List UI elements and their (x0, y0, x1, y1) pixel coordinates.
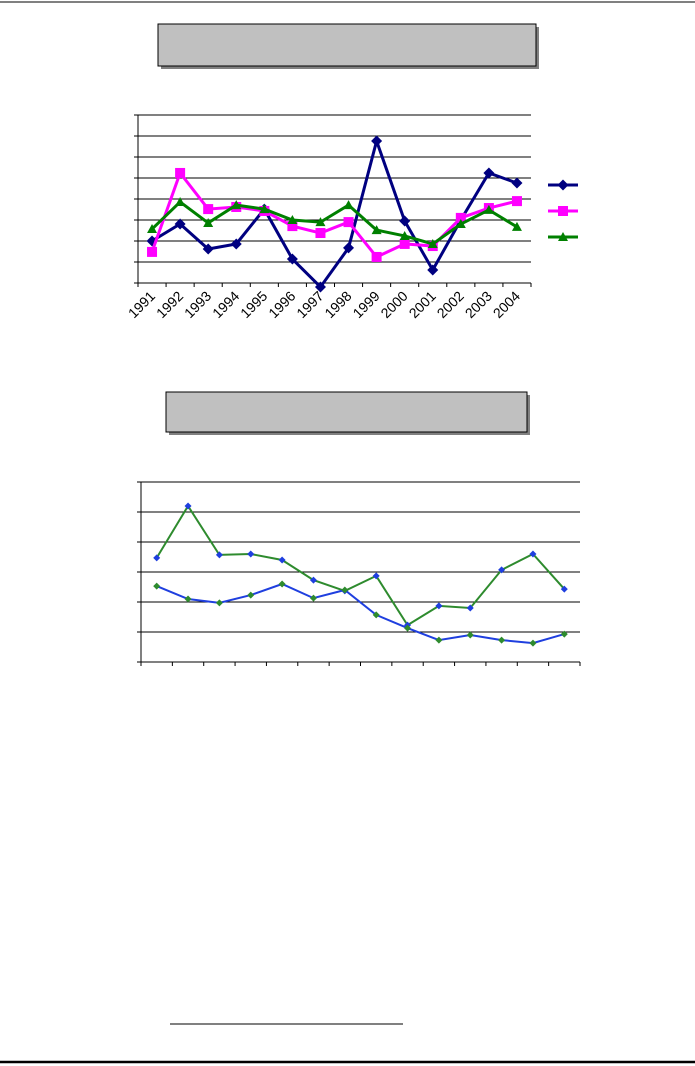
marker (399, 238, 410, 249)
marker (455, 212, 466, 223)
marker (215, 551, 223, 559)
marker (147, 224, 158, 234)
x-tick-label: 1991 (125, 288, 158, 321)
marker (287, 221, 298, 232)
marker (231, 200, 242, 210)
series-line (155, 504, 566, 627)
marker (557, 179, 569, 191)
marker (278, 556, 286, 564)
marker (511, 196, 522, 207)
marker (529, 639, 537, 647)
marker (184, 502, 192, 510)
marker (309, 594, 317, 602)
marker (466, 604, 474, 612)
marker (404, 624, 412, 632)
marker (483, 167, 495, 179)
x-tick-label: 2003 (462, 288, 495, 321)
marker (286, 253, 298, 265)
marker (247, 591, 255, 599)
x-tick-label: 1994 (209, 288, 242, 321)
marker (203, 217, 214, 227)
marker (371, 225, 382, 235)
series-line (156, 582, 565, 645)
marker (278, 580, 286, 588)
marker (498, 566, 506, 574)
marker (153, 582, 161, 590)
marker (203, 204, 214, 215)
marker (558, 232, 568, 241)
x-tick-label: 1995 (237, 288, 270, 321)
marker (435, 602, 443, 610)
title-box (157, 23, 537, 67)
marker (372, 572, 380, 580)
title-box (165, 391, 528, 433)
marker (372, 611, 380, 619)
x-tick-label: 2000 (377, 288, 410, 321)
marker (315, 228, 326, 239)
x-tick-label: 2002 (434, 288, 467, 321)
marker (147, 246, 158, 257)
marker (259, 204, 270, 214)
marker (184, 595, 192, 603)
marker (230, 238, 242, 250)
marker (215, 599, 223, 607)
marker (175, 196, 186, 206)
series-line (150, 199, 518, 246)
marker (314, 281, 326, 293)
marker (427, 238, 438, 248)
marker (287, 215, 298, 224)
marker (175, 167, 186, 178)
x-tick-label: 2004 (490, 288, 523, 321)
marker (435, 636, 443, 644)
marker (455, 218, 466, 228)
x-tick-label: 1992 (153, 288, 186, 321)
x-tick-label: 1998 (321, 288, 354, 321)
marker (343, 242, 355, 254)
marker (371, 135, 383, 147)
marker (309, 576, 317, 584)
marker (202, 243, 214, 255)
marker (343, 200, 354, 210)
marker (560, 630, 568, 638)
marker (399, 215, 411, 227)
x-tick-label: 1999 (349, 288, 382, 321)
marker (174, 218, 186, 230)
marker (247, 550, 255, 558)
marker (511, 177, 523, 189)
marker (343, 217, 354, 228)
marker (341, 586, 349, 594)
x-tick-label: 1997 (293, 288, 326, 321)
marker (371, 251, 382, 262)
marker (529, 550, 537, 558)
marker (153, 554, 161, 562)
marker (427, 264, 439, 276)
x-tick-label: 1996 (265, 288, 298, 321)
marker (399, 230, 410, 240)
marker (483, 204, 494, 214)
x-tick-label: 2001 (406, 288, 439, 321)
x-tick-label: 1993 (181, 288, 214, 321)
marker (498, 636, 506, 644)
marker (560, 585, 568, 593)
marker (511, 221, 522, 231)
marker (558, 206, 568, 216)
marker (315, 217, 326, 227)
marker (466, 631, 474, 639)
